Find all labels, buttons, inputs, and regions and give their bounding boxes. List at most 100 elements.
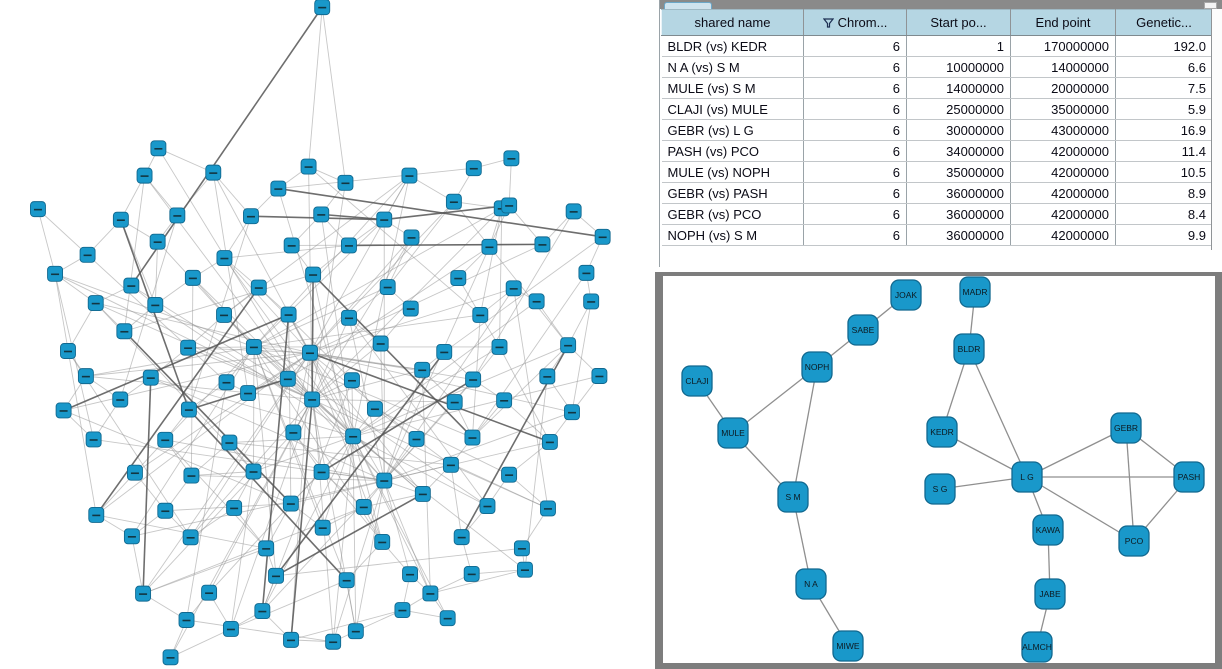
table-row[interactable]: CLAJI (vs) MULE 6 25000000 35000000 5.9 bbox=[661, 98, 1213, 120]
cell-value[interactable]: 16.9 bbox=[1115, 119, 1213, 141]
cell-value[interactable]: 6 bbox=[803, 119, 907, 141]
network-node[interactable] bbox=[347, 623, 364, 640]
network-node[interactable] bbox=[243, 208, 259, 225]
network-node[interactable] bbox=[442, 456, 459, 473]
cell-value[interactable]: 6 bbox=[803, 35, 907, 57]
cell-value[interactable]: 8.9 bbox=[1115, 182, 1213, 204]
cell-value[interactable]: 1 bbox=[906, 35, 1011, 57]
network-node-claji[interactable]: CLAJI bbox=[681, 365, 713, 397]
cell-value[interactable]: 43000000 bbox=[1010, 119, 1116, 141]
cell-shared-name[interactable]: MULE (vs) S M bbox=[661, 77, 804, 99]
network-node[interactable] bbox=[112, 211, 129, 228]
network-node[interactable] bbox=[439, 610, 456, 627]
network-node[interactable] bbox=[218, 374, 235, 391]
network-node-miwe[interactable]: MIWE bbox=[832, 630, 864, 662]
network-node-bldr[interactable]: BLDR bbox=[953, 333, 985, 365]
network-node-almch[interactable]: ALMCH bbox=[1021, 631, 1053, 663]
network-node[interactable] bbox=[394, 602, 411, 619]
cell-value[interactable]: 9.9 bbox=[1115, 224, 1213, 246]
network-node-pash[interactable]: PASH bbox=[1173, 461, 1205, 493]
cell-value[interactable]: 6 bbox=[803, 224, 907, 246]
network-node[interactable] bbox=[157, 431, 174, 448]
network-node[interactable] bbox=[501, 197, 518, 214]
cell-value[interactable]: 192.0 bbox=[1115, 35, 1213, 57]
network-node[interactable] bbox=[123, 528, 140, 545]
network-node[interactable] bbox=[147, 296, 164, 313]
scrollbar-corner-button[interactable] bbox=[1204, 2, 1217, 9]
network-node-jabe[interactable]: JABE bbox=[1034, 578, 1066, 610]
network-node[interactable] bbox=[226, 499, 243, 516]
network-node-gebr[interactable]: GEBR bbox=[1110, 412, 1142, 444]
cell-value[interactable]: 10000000 bbox=[906, 56, 1011, 78]
network-node[interactable] bbox=[254, 603, 271, 620]
cell-value[interactable]: 11.4 bbox=[1115, 140, 1213, 162]
table-tab-stub[interactable] bbox=[664, 2, 712, 9]
column-header-2[interactable]: Start po... bbox=[906, 9, 1011, 36]
network-edge[interactable] bbox=[1125, 427, 1135, 542]
cell-value[interactable]: 36000000 bbox=[906, 203, 1011, 225]
network-node-noph[interactable]: NOPH bbox=[801, 351, 833, 383]
cell-value[interactable]: 20000000 bbox=[1010, 77, 1116, 99]
network-node[interactable] bbox=[472, 306, 489, 323]
network-node[interactable] bbox=[445, 193, 462, 210]
cell-value[interactable]: 42000000 bbox=[1010, 140, 1116, 162]
table-row[interactable]: GEBR (vs) PCO 6 36000000 42000000 8.4 bbox=[661, 203, 1213, 225]
network-node[interactable] bbox=[282, 495, 299, 512]
network-node[interactable] bbox=[30, 201, 46, 218]
cell-value[interactable]: 6 bbox=[803, 203, 907, 225]
cell-value[interactable]: 42000000 bbox=[1010, 224, 1116, 246]
network-node[interactable] bbox=[560, 337, 577, 354]
network-node[interactable] bbox=[465, 371, 482, 388]
network-node[interactable] bbox=[240, 385, 257, 402]
network-node[interactable] bbox=[157, 502, 174, 519]
network-node[interactable] bbox=[221, 434, 238, 451]
network-node[interactable] bbox=[285, 424, 302, 441]
table-row[interactable]: N A (vs) S M 6 10000000 14000000 6.6 bbox=[661, 56, 1213, 78]
network-node[interactable] bbox=[408, 431, 425, 447]
network-node[interactable] bbox=[250, 279, 267, 296]
network-node[interactable] bbox=[366, 400, 383, 417]
network-node[interactable] bbox=[183, 467, 200, 484]
overview-network-canvas[interactable] bbox=[0, 0, 655, 669]
network-node[interactable] bbox=[79, 246, 96, 263]
table-row[interactable]: PASH (vs) PCO 6 34000000 42000000 11.4 bbox=[661, 140, 1213, 162]
network-node[interactable] bbox=[85, 431, 102, 448]
network-node[interactable] bbox=[481, 238, 498, 255]
cell-shared-name[interactable]: N A (vs) S M bbox=[661, 56, 804, 78]
network-node-kedr[interactable]: KEDR bbox=[926, 416, 958, 448]
network-node[interactable] bbox=[123, 277, 140, 294]
network-node[interactable] bbox=[565, 203, 582, 220]
network-node[interactable] bbox=[436, 343, 453, 360]
network-node[interactable] bbox=[47, 265, 64, 282]
cell-value[interactable]: 6 bbox=[803, 77, 907, 99]
network-node[interactable] bbox=[142, 369, 159, 386]
table-row[interactable]: GEBR (vs) PASH 6 36000000 42000000 8.9 bbox=[661, 182, 1213, 204]
network-node[interactable] bbox=[279, 370, 296, 387]
network-node[interactable] bbox=[182, 529, 199, 546]
cell-value[interactable]: 36000000 bbox=[906, 224, 1011, 246]
network-node[interactable] bbox=[135, 585, 152, 602]
network-node[interactable] bbox=[594, 228, 611, 245]
network-node[interactable] bbox=[283, 631, 299, 648]
network-node[interactable] bbox=[517, 561, 533, 578]
network-node[interactable] bbox=[491, 338, 508, 355]
network-node[interactable] bbox=[414, 485, 431, 502]
network-node[interactable] bbox=[503, 150, 520, 167]
cell-value[interactable]: 42000000 bbox=[1010, 182, 1116, 204]
network-edge[interactable] bbox=[1026, 476, 1135, 542]
network-node[interactable] bbox=[401, 167, 418, 184]
network-node-joak[interactable]: JOAK bbox=[890, 279, 922, 311]
network-node[interactable] bbox=[501, 466, 518, 483]
network-node[interactable] bbox=[283, 237, 300, 254]
network-node[interactable] bbox=[505, 280, 522, 297]
table-row[interactable]: MULE (vs) S M 6 14000000 20000000 7.5 bbox=[661, 77, 1213, 99]
network-node[interactable] bbox=[479, 498, 496, 514]
cell-value[interactable]: 14000000 bbox=[906, 77, 1011, 99]
network-node[interactable] bbox=[178, 612, 195, 628]
network-node[interactable] bbox=[245, 463, 262, 480]
network-node[interactable] bbox=[300, 158, 317, 175]
cell-value[interactable]: 6.6 bbox=[1115, 56, 1213, 78]
table-row[interactable]: BLDR (vs) KEDR 6 1 170000000 192.0 bbox=[661, 35, 1213, 57]
network-node[interactable] bbox=[280, 306, 297, 323]
network-node[interactable] bbox=[402, 300, 419, 317]
